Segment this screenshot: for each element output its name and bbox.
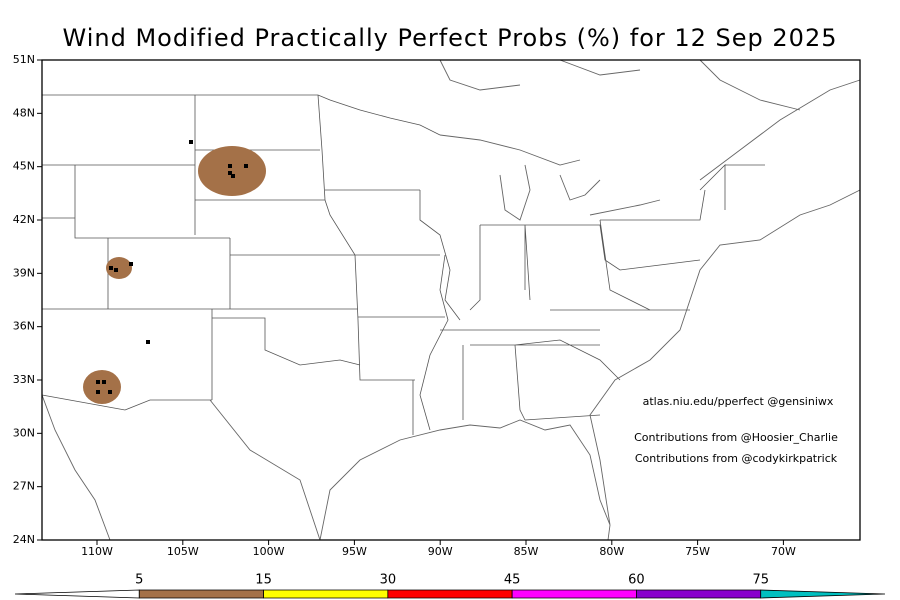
- colorbar-label: 15: [255, 573, 272, 588]
- colorbar-segment: [263, 589, 389, 599]
- lat-label: 45N: [13, 160, 35, 173]
- colorbar-segment: [760, 589, 886, 599]
- probability-areas: [83, 140, 266, 404]
- credit-text: atlas.niu.edu/pperfect @gensiniwx: [643, 395, 834, 408]
- colorbar-segment: [387, 589, 513, 599]
- axes: 51N 48N 45N 42N 39N 36N 33N 30N 27N 24N 110W 105W 10…: [13, 53, 796, 558]
- lon-label: 100W: [253, 545, 285, 558]
- credit-text: Contributions from @codykirkpatrick: [635, 452, 838, 465]
- lat-label: 30N: [13, 426, 35, 439]
- colorbar-label: 75: [752, 573, 769, 588]
- colorbar-label: 60: [628, 573, 645, 588]
- colorbar-segment: [511, 589, 637, 599]
- lat-label: 39N: [13, 266, 35, 279]
- credit-text: Contributions from @Hoosier_Charlie: [634, 431, 838, 444]
- lon-label: 95W: [342, 545, 367, 558]
- lon-label: 75W: [685, 545, 710, 558]
- colorbar-segment: [14, 589, 140, 599]
- credits: atlas.niu.edu/pperfect @gensiniwx Contrib…: [634, 395, 838, 465]
- lat-label: 24N: [13, 533, 35, 546]
- colorbar-label: 30: [380, 573, 397, 588]
- lat-label: 48N: [13, 106, 35, 119]
- lon-label: 90W: [428, 545, 453, 558]
- lat-label: 33N: [13, 373, 35, 386]
- lon-label: 85W: [514, 545, 539, 558]
- colorbar: 5 15 30 45 60 75: [14, 573, 886, 599]
- map-title: Wind Modified Practically Perfect Probs …: [63, 24, 838, 52]
- lat-label: 27N: [13, 480, 35, 493]
- basemap: [41, 59, 861, 541]
- colorbar-segment: [636, 589, 762, 599]
- lat-label: 36N: [13, 320, 35, 333]
- wind-reports: [96, 140, 248, 394]
- colorbar-segment: [138, 589, 264, 599]
- colorbar-label: 5: [135, 573, 143, 588]
- lon-label: 70W: [771, 545, 796, 558]
- colorbar-label: 45: [504, 573, 521, 588]
- lat-label: 42N: [13, 213, 35, 226]
- lon-label: 80W: [599, 545, 624, 558]
- lat-label: 51N: [13, 53, 35, 66]
- lon-label: 105W: [167, 545, 199, 558]
- prob-area: [106, 257, 132, 279]
- lon-label: 110W: [81, 545, 113, 558]
- prob-area: [83, 370, 121, 404]
